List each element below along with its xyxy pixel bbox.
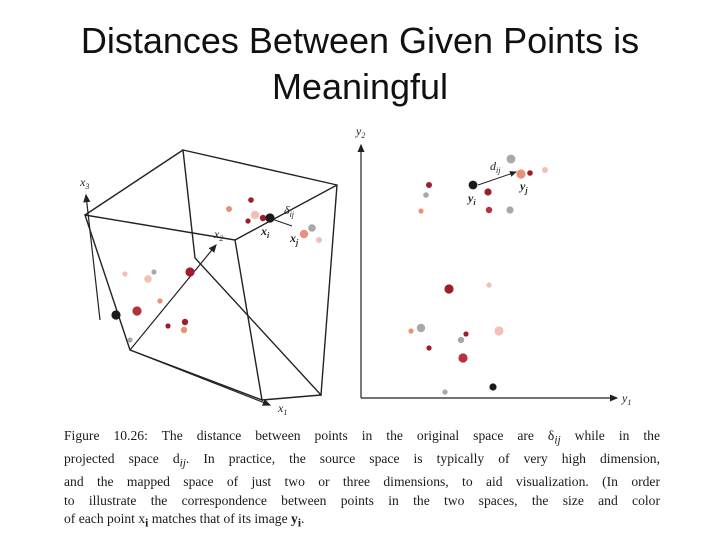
plane-points [408,154,548,395]
cube-point [111,310,121,320]
plane-point [506,154,516,164]
d-ij-line [477,171,517,186]
plane-point [494,326,504,336]
plane-point [426,182,432,188]
x1-axis [129,349,272,406]
d-ij-label: dij [490,159,501,175]
xj-label: xj [289,231,299,247]
xi-label: xi [260,224,270,240]
title-line-1: Distances Between Given Points is [80,20,640,61]
cube-point [248,197,254,203]
x3-axis [83,193,101,321]
plane-point [457,336,465,344]
yi-label: yi [466,191,476,207]
cube-point [308,224,316,232]
x1-label: x1 [277,401,287,417]
y2-label: y2 [355,124,365,140]
plane-point [527,170,533,176]
cube-wireframe [83,149,338,402]
x2-label: x2 [213,227,223,243]
plane-point [423,192,429,198]
cube-point [316,237,322,243]
plane-point [485,206,493,214]
plane-point [468,180,478,190]
plane-point [489,383,497,391]
slide-title: Distances Between Given Points is Meanin… [0,18,720,110]
cube-point [165,323,171,329]
yj-label: yj [518,179,528,195]
y1-label: y1 [621,391,631,407]
cube-point [265,213,275,223]
plane-point [416,323,426,333]
x2-axis [129,244,217,351]
cube-point [226,206,232,212]
cube-point [157,298,163,304]
caption-line-2: projected space dij. In practice, the so… [64,451,660,470]
cube-point [250,210,260,220]
plane-point [442,389,448,395]
caption-line-1: Figure 10.26: The distance between point… [64,428,660,447]
plane-point [484,188,492,196]
x3-label: x3 [79,175,89,191]
plane-point [486,282,492,288]
cube-point [151,269,157,275]
plane-point [408,328,414,334]
cube-point [299,229,309,239]
cube-point [144,275,152,283]
cube-point [132,306,142,316]
figure-caption: Figure 10.26: The distance between point… [64,427,660,533]
plane-point [458,353,468,363]
title-line-2: Meaningful [271,66,449,107]
cube-point [181,318,189,326]
plane-point [463,331,469,337]
cube-point [185,267,195,277]
cube-inner-axes [83,193,272,406]
plane-point [418,208,424,214]
plane-point [542,167,548,173]
plane-point [444,284,454,294]
cube-points [111,197,322,343]
plane-axes [357,143,619,402]
cube-point [259,214,267,222]
cube-point [245,218,251,224]
delta-ij-label: δij [284,203,295,219]
caption-line-4: to illustrate the correspondence between… [64,492,660,508]
caption-line-5: of each point xi matches that of its ima… [64,511,305,530]
plane-point [506,206,514,214]
cube-point [122,271,128,277]
plane-point [426,345,432,351]
cube-point [180,326,188,334]
cube-point [127,337,133,343]
plane-point [516,169,526,179]
caption-line-3: and the mapped space of just two or thre… [64,474,660,490]
